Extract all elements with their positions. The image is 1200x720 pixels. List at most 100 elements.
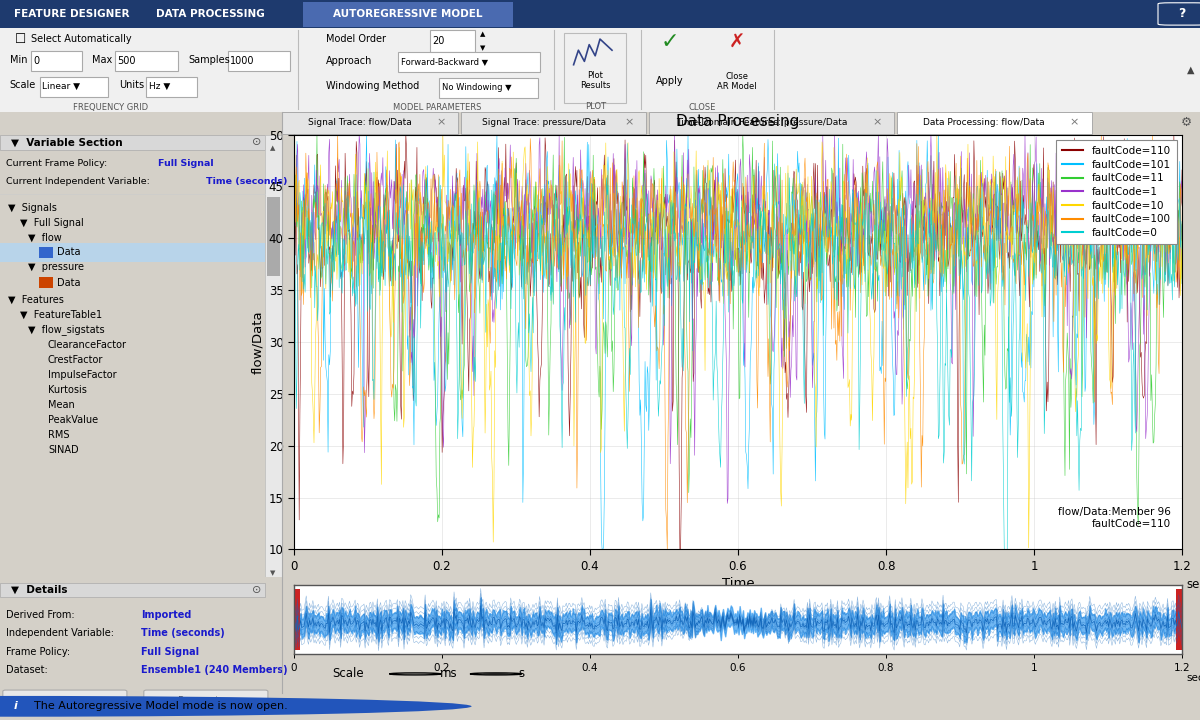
Text: Select Automatically: Select Automatically — [31, 34, 132, 44]
Text: Scale: Scale — [332, 667, 364, 680]
Text: ☐: ☐ — [14, 32, 25, 45]
Text: ▼: ▼ — [480, 45, 485, 52]
Text: Scale: Scale — [10, 80, 36, 90]
Text: ClearanceFactor: ClearanceFactor — [48, 340, 127, 349]
Text: Max: Max — [92, 55, 113, 66]
Text: 0: 0 — [34, 56, 40, 66]
Text: 1000: 1000 — [230, 56, 254, 66]
FancyBboxPatch shape — [304, 2, 514, 27]
Text: Hz ▼: Hz ▼ — [149, 82, 170, 91]
Text: s: s — [518, 667, 524, 680]
Text: The Autoregressive Model mode is now open.: The Autoregressive Model mode is now ope… — [34, 701, 287, 711]
Text: ImpulseFactor: ImpulseFactor — [48, 369, 116, 379]
Text: CLOSE: CLOSE — [689, 103, 715, 112]
Text: Apply: Apply — [655, 76, 684, 86]
FancyBboxPatch shape — [265, 135, 282, 577]
Text: Windowing Method: Windowing Method — [326, 81, 420, 91]
Text: ▲: ▲ — [480, 31, 485, 37]
FancyBboxPatch shape — [282, 112, 458, 134]
Title: Data Processing: Data Processing — [677, 114, 799, 130]
Text: Data Processing: flow/Data: Data Processing: flow/Data — [924, 118, 1045, 127]
Text: ▼  Features: ▼ Features — [8, 294, 65, 305]
Text: ⚙: ⚙ — [1181, 116, 1192, 129]
Text: MODEL PARAMETERS: MODEL PARAMETERS — [392, 103, 481, 112]
Text: No Windowing ▼: No Windowing ▼ — [442, 83, 511, 92]
Text: Units: Units — [119, 80, 144, 90]
Text: ×: × — [624, 117, 634, 127]
Text: Independent Variable:: Independent Variable: — [6, 628, 114, 638]
Text: Derived From:: Derived From: — [6, 610, 74, 619]
Text: ▼  FeatureTable1: ▼ FeatureTable1 — [19, 310, 102, 320]
FancyBboxPatch shape — [0, 0, 1200, 28]
Y-axis label: flow/Data: flow/Data — [252, 310, 264, 374]
Text: sec: sec — [1187, 673, 1200, 683]
Text: 20: 20 — [432, 36, 444, 46]
Text: FEATURE DESIGNER: FEATURE DESIGNER — [14, 9, 130, 19]
FancyBboxPatch shape — [898, 112, 1092, 134]
Text: Signal Trace: pressure/Data: Signal Trace: pressure/Data — [481, 118, 606, 127]
Text: sec: sec — [1187, 578, 1200, 591]
Text: ?: ? — [1178, 7, 1186, 20]
Text: flow/Data:Member 96
faultCode=110: flow/Data:Member 96 faultCode=110 — [1058, 507, 1171, 528]
Text: Min: Min — [10, 55, 28, 66]
Circle shape — [484, 673, 509, 675]
FancyBboxPatch shape — [40, 247, 53, 258]
Text: RMS: RMS — [48, 430, 70, 440]
Text: Forward-Backward ▼: Forward-Backward ▼ — [401, 58, 488, 66]
Text: Data: Data — [56, 248, 80, 258]
Text: ▲: ▲ — [270, 145, 275, 151]
Text: Ensemble1 (240 Members): Ensemble1 (240 Members) — [142, 665, 288, 675]
FancyBboxPatch shape — [228, 51, 290, 71]
Text: Approach: Approach — [326, 56, 373, 66]
FancyBboxPatch shape — [288, 589, 300, 650]
Text: History: History — [48, 696, 83, 706]
Text: ▼  flow_sigstats: ▼ flow_sigstats — [29, 324, 104, 335]
FancyBboxPatch shape — [31, 51, 82, 71]
Text: ⊙: ⊙ — [252, 138, 262, 148]
FancyBboxPatch shape — [40, 277, 53, 288]
FancyBboxPatch shape — [430, 30, 475, 53]
Text: Samples: Samples — [188, 55, 230, 66]
Text: Dataset:: Dataset: — [6, 665, 47, 675]
FancyBboxPatch shape — [2, 690, 127, 713]
Text: SINAD: SINAD — [48, 445, 78, 455]
Text: ▼  flow: ▼ flow — [29, 233, 62, 243]
Text: ✗: ✗ — [728, 33, 745, 52]
Text: ▼: ▼ — [270, 570, 275, 576]
FancyBboxPatch shape — [1176, 589, 1188, 650]
Text: ✓: ✓ — [660, 32, 679, 53]
FancyBboxPatch shape — [398, 52, 540, 72]
Text: DATA PROCESSING: DATA PROCESSING — [156, 9, 264, 19]
Text: Time-Domain Features: pressure/Data: Time-Domain Features: pressure/Data — [676, 118, 847, 127]
Text: ×: × — [872, 117, 882, 127]
Text: CrestFactor: CrestFactor — [48, 354, 103, 364]
Text: ▼  Full Signal: ▼ Full Signal — [19, 218, 84, 228]
Text: PeakValue: PeakValue — [48, 415, 98, 425]
FancyBboxPatch shape — [1158, 3, 1200, 25]
Legend: faultCode=110, faultCode=101, faultCode=11, faultCode=1, faultCode=10, faultCode: faultCode=110, faultCode=101, faultCode=… — [1056, 140, 1177, 244]
Text: Parameters: Parameters — [178, 696, 234, 706]
Text: Mean: Mean — [48, 400, 74, 410]
FancyBboxPatch shape — [564, 33, 626, 103]
Text: ms: ms — [440, 667, 457, 680]
FancyBboxPatch shape — [40, 77, 108, 97]
Text: 500: 500 — [118, 56, 136, 66]
FancyBboxPatch shape — [0, 135, 265, 150]
Text: Signal Trace: flow/Data: Signal Trace: flow/Data — [308, 118, 412, 127]
Text: FREQUENCY GRID: FREQUENCY GRID — [73, 103, 148, 112]
Text: Current Independent Variable:: Current Independent Variable: — [6, 176, 150, 186]
FancyBboxPatch shape — [439, 78, 538, 98]
FancyBboxPatch shape — [461, 112, 647, 134]
Text: AUTOREGRESSIVE MODEL: AUTOREGRESSIVE MODEL — [334, 9, 482, 19]
FancyBboxPatch shape — [0, 28, 1200, 112]
FancyBboxPatch shape — [0, 243, 265, 262]
Text: Close
AR Model: Close AR Model — [716, 72, 757, 91]
FancyBboxPatch shape — [115, 51, 178, 71]
Text: i: i — [13, 701, 18, 711]
FancyBboxPatch shape — [649, 112, 894, 134]
Text: Kurtosis: Kurtosis — [48, 384, 86, 395]
X-axis label: Time: Time — [721, 577, 755, 590]
Text: ×: × — [436, 117, 445, 127]
Text: Current Frame Policy:: Current Frame Policy: — [6, 159, 107, 168]
FancyBboxPatch shape — [0, 583, 265, 598]
